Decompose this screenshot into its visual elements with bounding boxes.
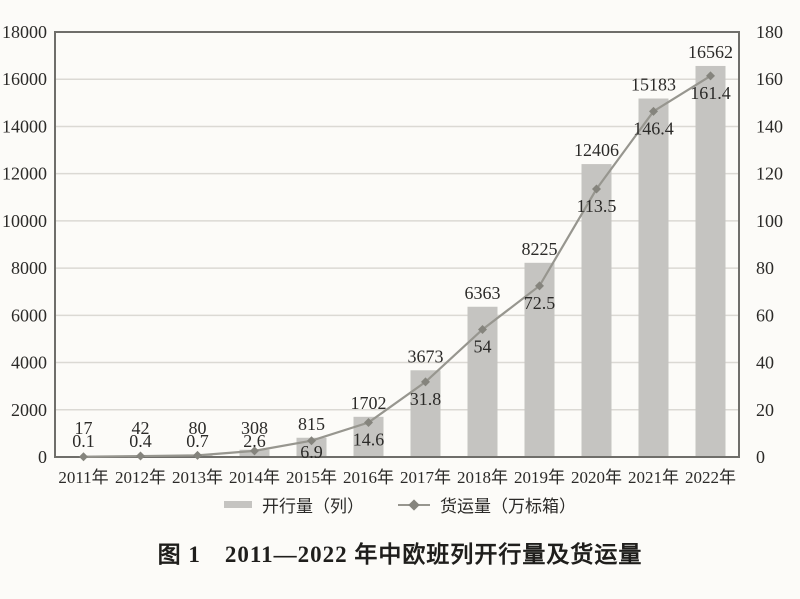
left-axis-tick: 2000 [11,400,47,420]
right-axis-tick: 140 [756,116,783,136]
marker [193,450,202,460]
bar-value-label: 308 [241,418,268,438]
left-axis-tick: 0 [38,447,47,467]
line-value-label: 54 [474,337,492,357]
bar [581,164,612,457]
line-value-label: 6.9 [300,442,323,462]
right-axis-tick: 160 [756,69,783,89]
x-axis-label: 2015年 [286,468,337,487]
bar-value-label: 42 [132,418,150,438]
right-axis-tick: 40 [756,353,774,373]
bar [524,262,555,457]
line-series-swatch-icon [398,498,430,511]
legend: 开行量（列） 货运量（万标箱） [0,492,800,517]
line-value-label: 0.1 [72,431,95,451]
right-axis-tick: 100 [756,211,783,231]
bar-series-swatch-icon [224,501,252,508]
bar-value-label: 15183 [631,75,676,95]
right-axis-tick: 80 [756,258,774,278]
line-value-label: 113.5 [577,196,617,216]
marker [250,446,259,456]
marker [307,436,316,446]
x-axis-label: 2022年 [685,468,736,487]
plot-border [54,31,740,458]
left-axis-tick: 8000 [11,258,47,278]
marker [592,184,601,194]
marker [364,418,373,428]
left-axis-tick: 12000 [2,164,47,184]
bar-value-label: 6363 [465,283,501,303]
x-axis-label: 2014年 [229,468,280,487]
x-axis-label: 2016年 [343,468,394,487]
line-value-label: 72.5 [524,293,556,313]
left-axis-tick: 16000 [2,69,47,89]
bar-value-label: 16562 [688,42,733,62]
marker [535,281,544,291]
right-axis-tick: 120 [756,164,783,184]
line-series [83,74,712,458]
combo-chart: 170.1420.4800.73082.68156.9170214.636733… [2,22,783,487]
x-axis-label: 2011年 [58,468,108,487]
bar-value-label: 12406 [574,140,619,160]
left-axis-tick: 6000 [11,305,47,325]
x-axis-label: 2013年 [172,468,223,487]
bar [638,98,669,457]
legend-bar-label: 开行量（列） [262,497,364,516]
marker [136,451,145,461]
diamond-marker-icon [408,498,420,511]
legend-item-bar-series: 开行量（列） [224,492,364,517]
line-value-label: 146.4 [633,118,674,138]
right-axis-tick: 60 [756,305,774,325]
left-axis-tick: 14000 [2,116,47,136]
line-value-label: 2.6 [243,431,266,451]
bar-value-label: 17 [75,418,93,438]
bar-value-label: 80 [189,418,207,438]
right-axis-tick: 0 [756,447,765,467]
left-axis-tick: 10000 [2,211,47,231]
marker [706,71,715,81]
marker [421,377,430,387]
x-axis-label: 2021年 [628,468,679,487]
line-value-label: 31.8 [410,389,442,409]
x-axis-label: 2012年 [115,468,166,487]
line-value-label: 0.7 [186,431,209,451]
x-axis-label: 2018年 [457,468,508,487]
x-axis-label: 2017年 [400,468,451,487]
left-axis-tick: 4000 [11,353,47,373]
right-axis-tick: 20 [756,400,774,420]
line-value-label: 0.4 [129,431,152,451]
line-value-label: 161.4 [690,83,731,103]
x-axis-label: 2020年 [571,468,622,487]
right-axis-tick: 180 [756,22,783,42]
x-axis-label: 2019年 [514,468,565,487]
line-value-label: 14.6 [353,430,385,450]
bar-value-label: 1702 [351,393,387,413]
marker [79,452,88,462]
legend-line-label: 货运量（万标箱） [440,497,576,516]
marker [649,106,658,116]
bar-value-label: 815 [298,414,325,434]
figure-caption: 图 1 2011—2022 年中欧班列开行量及货运量 [157,542,643,567]
bar-value-label: 8225 [522,239,558,259]
legend-item-line-series: 货运量（万标箱） [398,492,576,517]
bar [695,65,726,458]
left-axis-tick: 18000 [2,22,47,42]
marker [478,325,487,334]
bar-value-label: 3673 [408,346,444,366]
